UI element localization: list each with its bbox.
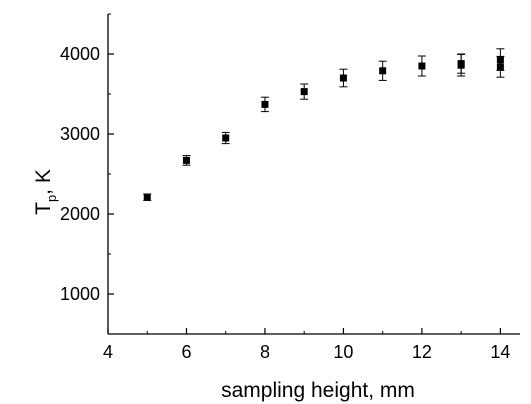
data-point	[261, 100, 269, 108]
data-point	[222, 134, 230, 142]
y-tick-label: 2000	[60, 204, 100, 224]
data-point	[339, 74, 347, 82]
data-point	[457, 60, 465, 68]
data-point	[143, 193, 151, 201]
x-tick-label: 4	[103, 342, 113, 362]
y-axis-label-subscript: p	[44, 195, 59, 202]
x-tick-label: 6	[181, 342, 191, 362]
y-tick-label: 1000	[60, 284, 100, 304]
data-point	[182, 156, 190, 164]
tick-labels: 4 6 8 10 12 14 1000 2000 3000 4000	[60, 44, 510, 362]
ticks	[107, 13, 501, 335]
data-points	[143, 56, 504, 201]
x-tick-label: 12	[412, 342, 432, 362]
x-tick-label: 14	[490, 342, 510, 362]
data-point	[418, 62, 426, 70]
data-point	[300, 88, 308, 96]
x-tick-label: 10	[333, 342, 353, 362]
y-axis-label-main: T	[32, 202, 55, 215]
y-axis-label-unit: , K	[32, 169, 55, 195]
y-tick-label: 3000	[60, 124, 100, 144]
error-bars	[143, 48, 505, 201]
data-point	[496, 56, 504, 64]
data-point	[496, 63, 504, 71]
y-axis-label: Tp, K	[32, 169, 59, 215]
y-tick-label: 4000	[60, 44, 100, 64]
x-axis-label: sampling height, mm	[221, 379, 415, 402]
x-tick-label: 8	[260, 342, 270, 362]
data-point	[379, 67, 387, 75]
